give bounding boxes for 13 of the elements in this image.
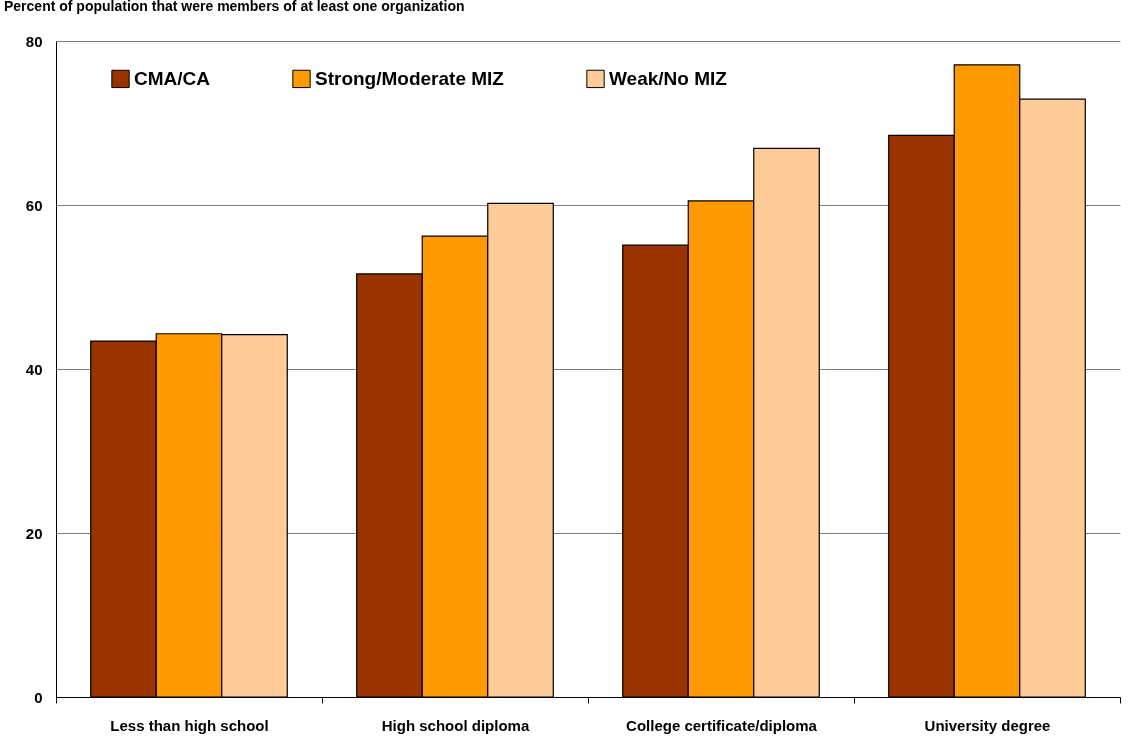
y-tick-label: 20 xyxy=(25,524,43,542)
chart-title: Percent of population that were members of at least one organization xyxy=(4,0,465,14)
x-tick-label: Less than high school xyxy=(110,716,269,734)
y-tick-label: 40 xyxy=(25,360,43,378)
x-tick-label: University degree xyxy=(924,716,1051,734)
x-tick-label: College certificate/diploma xyxy=(626,716,818,734)
y-tick-label: 0 xyxy=(34,688,43,706)
y-tick-label: 80 xyxy=(25,32,43,50)
y-tick-label: 60 xyxy=(25,196,43,214)
legend-label: Weak/No MIZ xyxy=(609,67,728,89)
x-tick-label: High school diploma xyxy=(381,716,530,734)
legend-label: CMA/CA xyxy=(134,67,211,89)
legend-label: Strong/Moderate MIZ xyxy=(315,67,505,89)
